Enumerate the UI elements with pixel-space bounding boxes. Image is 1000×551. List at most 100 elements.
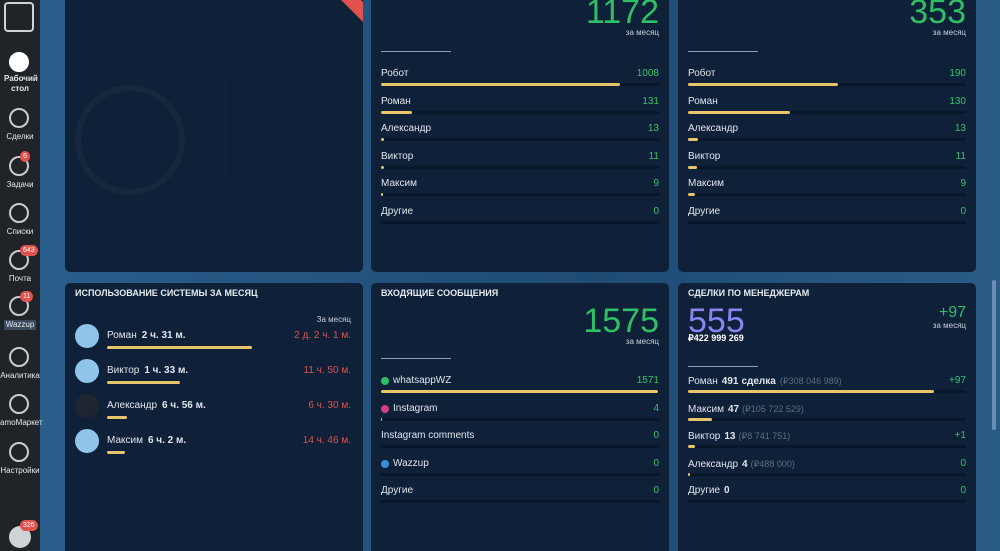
calls-widget: 353 за месяц Робот 190 Роман 130 Александр 13 Ви… bbox=[678, 0, 976, 272]
bar bbox=[688, 445, 695, 448]
widget-title: ИСПОЛЬЗОВАНИЕ СИСТЕМЫ ЗА МЕСЯЦ bbox=[75, 288, 258, 298]
total: 555 bbox=[688, 302, 745, 340]
separator bbox=[688, 51, 758, 52]
row-name: Виктор bbox=[688, 150, 721, 162]
row-value: 0 bbox=[960, 205, 966, 217]
row-value: 131 bbox=[642, 95, 659, 107]
bar-track bbox=[381, 500, 659, 503]
manager: Роман 491 сделка (₽308 046 989) bbox=[688, 373, 846, 390]
nav-icon[interactable] bbox=[9, 108, 29, 128]
nav-icon[interactable] bbox=[9, 52, 29, 72]
nav-label[interactable]: Списки bbox=[6, 227, 34, 236]
period: За месяц bbox=[316, 315, 351, 324]
name: Максим bbox=[688, 403, 724, 415]
bar-track bbox=[381, 165, 659, 169]
nav-icon[interactable] bbox=[9, 203, 29, 223]
usage-bar bbox=[107, 416, 127, 419]
bar-track bbox=[381, 417, 659, 421]
avatar bbox=[75, 359, 99, 383]
nav-label[interactable]: Wazzup bbox=[4, 320, 36, 330]
row-name: Максим bbox=[688, 178, 724, 189]
nav-label[interactable]: Сделки bbox=[6, 132, 34, 141]
avatar bbox=[75, 429, 99, 453]
nav-label[interactable]: Почта bbox=[8, 274, 32, 283]
bar-track bbox=[688, 472, 966, 476]
nav-icon[interactable] bbox=[9, 156, 29, 176]
nav-icon[interactable] bbox=[9, 296, 29, 316]
time: 1 ч. 33 м. bbox=[144, 365, 189, 376]
time: 6 ч. 56 м. bbox=[162, 400, 206, 411]
separator bbox=[688, 366, 758, 367]
manager: Другие 0 bbox=[688, 483, 733, 499]
user-name: Виктор 1 ч. 33 м. bbox=[107, 363, 188, 379]
bar-track bbox=[688, 110, 966, 114]
row-name: Максим bbox=[381, 178, 417, 189]
widget-title: СДЕЛКИ ПО МЕНЕДЖЕРАМ bbox=[688, 288, 810, 298]
nav-label[interactable]: Настройки bbox=[0, 466, 40, 475]
period: за месяц bbox=[625, 337, 659, 346]
bar-track bbox=[688, 500, 966, 503]
divider bbox=[225, 80, 226, 180]
row-value: 1008 bbox=[636, 68, 659, 79]
ribbon bbox=[318, 0, 363, 27]
row-value: 11 bbox=[955, 150, 966, 162]
bar-track bbox=[381, 220, 659, 224]
usage-widget: ИСПОЛЬЗОВАНИЕ СИСТЕМЫ ЗА МЕСЯЦ За месяц Ро… bbox=[65, 283, 363, 551]
total: 1575 bbox=[583, 302, 659, 340]
nav-icon[interactable] bbox=[9, 250, 29, 270]
nav-icon[interactable] bbox=[9, 394, 29, 414]
count: 491 bbox=[721, 376, 739, 387]
name: Роман bbox=[107, 330, 137, 341]
row-name: Другие bbox=[381, 205, 414, 217]
total: 353 bbox=[909, 0, 966, 31]
amount: (₽308 046 989) bbox=[779, 376, 842, 386]
usage-bar bbox=[107, 451, 125, 454]
row-name: Александр bbox=[381, 123, 432, 134]
amount: (₽8 741 751) bbox=[738, 431, 791, 441]
usage-bar bbox=[107, 346, 252, 349]
widget-title: ВХОДЯЩИЕ СООБЩЕНИЯ bbox=[381, 288, 499, 298]
chat-icon[interactable] bbox=[9, 526, 31, 548]
nav-label[interactable]: Аналитика bbox=[0, 371, 40, 380]
row-name: Роман bbox=[688, 95, 718, 107]
nav-label[interactable]: amoМаркет bbox=[0, 418, 43, 427]
avatar bbox=[75, 394, 99, 418]
source-icon bbox=[381, 404, 389, 413]
count: 4 bbox=[742, 458, 748, 470]
scrollbar bbox=[992, 280, 996, 430]
row-name: Другие bbox=[688, 205, 721, 217]
bar-track bbox=[688, 165, 966, 169]
amount: (₽488 000) bbox=[750, 458, 795, 469]
row-delta: 0 bbox=[960, 457, 966, 469]
bar-track bbox=[688, 193, 966, 196]
row-value: 190 bbox=[949, 68, 966, 79]
bar bbox=[688, 472, 690, 476]
row-value: 1571 bbox=[636, 375, 659, 386]
row-name: Instagram comments bbox=[381, 430, 475, 441]
row-value: 13 bbox=[954, 123, 966, 134]
count: 47 bbox=[727, 403, 740, 415]
nav-icon[interactable] bbox=[9, 442, 29, 462]
row-name: Робот bbox=[688, 68, 716, 79]
bar bbox=[381, 138, 385, 141]
period-time: 11 ч. 50 м. bbox=[303, 365, 351, 376]
nav-icon[interactable] bbox=[9, 347, 29, 367]
nav-badge: 6 bbox=[20, 151, 30, 162]
nav-badge: 643 bbox=[20, 245, 38, 256]
faded-widget bbox=[65, 0, 363, 272]
chat-badge: 326 bbox=[20, 520, 38, 531]
separator bbox=[381, 51, 451, 52]
row-delta: +1 bbox=[954, 430, 966, 441]
usage-bar bbox=[107, 381, 180, 384]
calls-widget: 1172 за месяц Робот 1008 Роман 131 Александр 13… bbox=[371, 0, 669, 272]
bar-track bbox=[381, 110, 659, 114]
nav-label[interactable]: Задачи bbox=[6, 180, 34, 189]
bar bbox=[688, 110, 791, 114]
nav-label[interactable]: Рабочий стол bbox=[4, 74, 38, 93]
delta: +97 bbox=[938, 304, 966, 321]
bar bbox=[688, 165, 697, 169]
user-name: Максим 6 ч. 2 м. bbox=[107, 433, 186, 449]
row-name: Роман bbox=[381, 95, 411, 107]
nav-badge: 11 bbox=[20, 291, 34, 302]
